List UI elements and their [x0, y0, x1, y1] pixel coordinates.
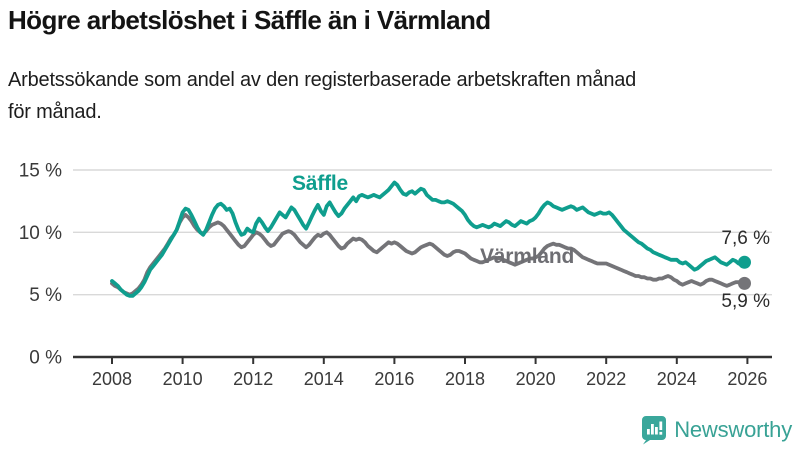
varmland-line [110, 213, 747, 297]
y-tick-label: 5 % [29, 285, 62, 306]
x-tick-label: 2012 [233, 369, 273, 389]
x-tick-label: 2020 [516, 369, 556, 389]
varmland-end-dot [738, 276, 751, 290]
y-tick-label: 15 % [19, 160, 62, 181]
y-tick-label: 10 % [19, 223, 62, 244]
varmland-end-value-label: 5,9 % [721, 291, 770, 312]
chart-subtitle: Arbetssökande som andel av den registerb… [8, 64, 792, 128]
x-tick-label: 2016 [374, 369, 414, 389]
newsworthy-logo-text: Newsworthy [674, 417, 792, 442]
x-tick-label: 2008 [92, 369, 132, 389]
saffle-line [110, 180, 747, 298]
subtitle-line-1: Arbetssökande som andel av den registerb… [8, 69, 637, 91]
saffle-end-dot [738, 255, 751, 269]
x-tick-label: 2024 [657, 369, 697, 389]
subtitle-line-2: för månad. [8, 101, 102, 123]
page-title: Högre arbetslöshet i Säffle än i Värmlan… [8, 5, 491, 35]
saffle-series-label: Säffle [292, 172, 348, 195]
x-axis-ticks [111, 357, 749, 364]
varmland-series-label: Värmland [480, 245, 575, 268]
x-tick-label: 2010 [163, 369, 203, 389]
saffle-end-value-label: 7,6 % [721, 228, 770, 249]
x-tick-label: 2014 [304, 369, 344, 389]
newsworthy-bubble-icon [642, 416, 667, 445]
y-tick-label: 0 % [29, 348, 62, 369]
gridlines [73, 169, 772, 296]
x-axis-labels: 2008 2010 2012 2014 2016 2018 2020 2022 2024 2026 [92, 369, 767, 389]
x-tick-label: 2026 [727, 369, 767, 389]
x-tick-label: 2018 [445, 369, 485, 389]
y-axis-labels: 0 % 5 % 10 % 15 % [19, 160, 62, 368]
x-tick-label: 2022 [586, 369, 626, 389]
newsworthy-logo[interactable]: Newsworthy [640, 414, 792, 446]
